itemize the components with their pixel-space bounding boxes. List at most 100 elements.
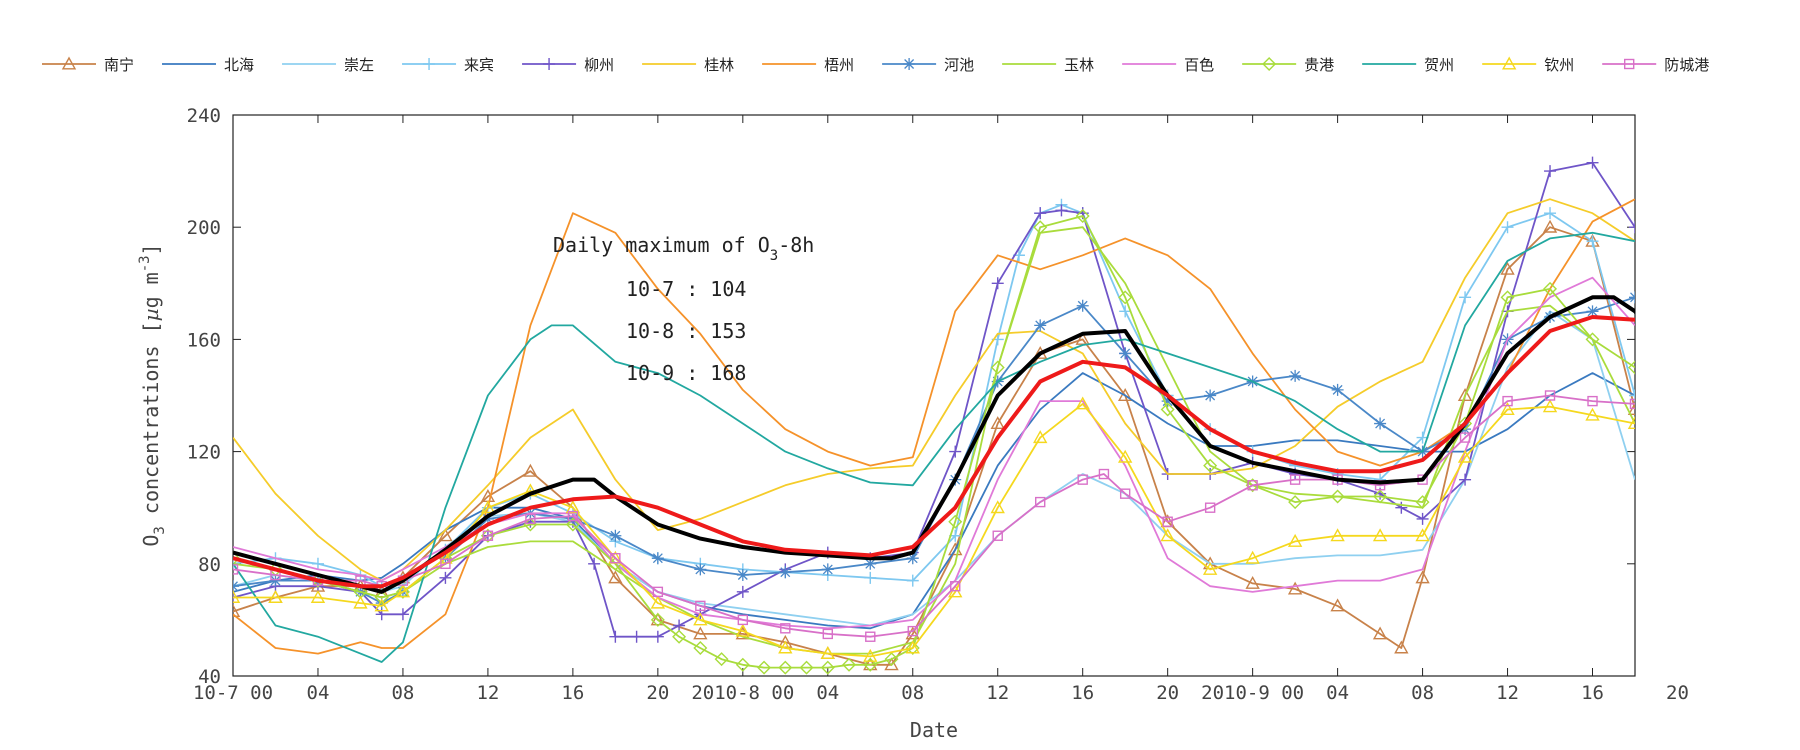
data-point — [608, 570, 623, 584]
data-point — [820, 660, 835, 675]
legend-item: 崇左 — [282, 56, 374, 74]
data-point — [1629, 398, 1635, 410]
data-point — [907, 625, 918, 637]
legend-marker — [1624, 58, 1635, 70]
data-point — [269, 574, 282, 587]
x-tick-label: 12 — [986, 682, 1009, 704]
y-axis-label: O3 concentrations [µg m-3] — [137, 243, 168, 546]
data-point — [905, 640, 920, 654]
data-point — [1033, 220, 1048, 235]
legend-label: 河池 — [944, 56, 974, 74]
data-point — [779, 566, 792, 579]
data-point — [1202, 561, 1218, 575]
series-line — [233, 226, 1635, 655]
legend-item: 钦州 — [1482, 56, 1574, 74]
data-point — [439, 571, 452, 584]
y-axis-ticks: 40 80 120 160 200 240 — [187, 105, 1635, 688]
x-tick-label: 20 — [1666, 682, 1689, 704]
legend-label: 贺州 — [1424, 56, 1454, 74]
data-point — [1075, 396, 1090, 410]
data-point — [1586, 156, 1599, 169]
series-line — [233, 231, 1635, 663]
data-point — [650, 612, 666, 626]
data-point — [1544, 390, 1556, 401]
x-tick-label: 04 — [816, 682, 839, 704]
data-point — [1204, 389, 1217, 402]
data-point — [1457, 449, 1473, 463]
data-point — [799, 660, 814, 675]
series-mean — [233, 295, 1635, 594]
data-point — [714, 652, 729, 667]
data-point — [1500, 402, 1515, 416]
series-line — [233, 402, 1635, 658]
data-point — [1245, 550, 1260, 564]
data-point — [438, 528, 453, 542]
data-point — [1331, 383, 1344, 396]
series-来宾 — [233, 198, 1635, 593]
x-tick-label: 08 — [1411, 682, 1434, 704]
data-point — [1587, 395, 1598, 407]
data-point — [311, 557, 324, 570]
data-point — [948, 514, 963, 529]
legend-label: 崇左 — [344, 56, 374, 74]
legend-item: 来宾 — [402, 56, 494, 74]
data-point — [525, 513, 536, 525]
series-line — [233, 315, 1635, 589]
data-point — [990, 360, 1005, 375]
data-point — [395, 584, 410, 599]
data-point — [1501, 221, 1514, 234]
data-point — [778, 660, 793, 675]
data-point — [1544, 165, 1557, 178]
data-point — [950, 581, 961, 592]
data-point — [1457, 388, 1473, 401]
data-point — [822, 628, 833, 640]
data-point — [1033, 430, 1048, 444]
data-point — [991, 277, 1004, 290]
data-point — [1288, 495, 1303, 510]
data-point — [737, 614, 749, 626]
data-point — [693, 612, 708, 626]
data-point — [863, 657, 878, 672]
x-tick-label: 16 — [1581, 682, 1604, 704]
x-tick-label: 20 — [646, 682, 669, 704]
data-point — [864, 557, 877, 570]
data-point — [693, 626, 708, 640]
data-point — [1330, 528, 1345, 542]
legend-label: 柳州 — [584, 56, 614, 74]
y-tick-label: 80 — [198, 554, 221, 576]
data-point — [1160, 528, 1175, 542]
series-河池 — [233, 291, 1635, 610]
x-tick-label: 08 — [901, 682, 924, 704]
data-point — [1415, 495, 1430, 510]
data-point — [1245, 575, 1260, 589]
series-贵港 — [233, 208, 1635, 675]
legend-item: 防城港 — [1602, 56, 1709, 74]
data-point — [440, 558, 451, 569]
y-tick-label: 40 — [198, 666, 221, 688]
data-point — [480, 500, 496, 514]
legend-label: 钦州 — [1544, 56, 1574, 74]
x-tick-label: 10-7 00 — [193, 682, 273, 704]
series-line — [233, 394, 1635, 638]
data-point — [992, 530, 1003, 541]
data-point — [1372, 626, 1388, 640]
data-point — [1118, 290, 1133, 305]
data-point — [567, 510, 579, 522]
data-point — [1289, 474, 1301, 485]
data-point — [565, 517, 580, 532]
series-line — [233, 161, 1635, 638]
x-axis-ticks: 10-7 00 04 08 12 16 20 2010-8 00 04 08 12 16 20 2010… — [193, 115, 1689, 704]
data-point — [990, 416, 1005, 430]
x-axis-label: Date — [910, 718, 958, 742]
annotation-line-3: 10-9 : 168 — [626, 361, 746, 385]
legend-label: 北海 — [224, 56, 254, 74]
data-point — [1627, 416, 1635, 430]
legend-label: 贵港 — [1304, 56, 1334, 74]
series-line — [233, 295, 1635, 594]
data-point — [1629, 291, 1635, 304]
series-line — [233, 198, 1635, 582]
legend-label: 防城港 — [1664, 56, 1709, 74]
data-point — [1034, 319, 1047, 332]
data-point — [949, 445, 962, 458]
data-point — [396, 608, 409, 621]
